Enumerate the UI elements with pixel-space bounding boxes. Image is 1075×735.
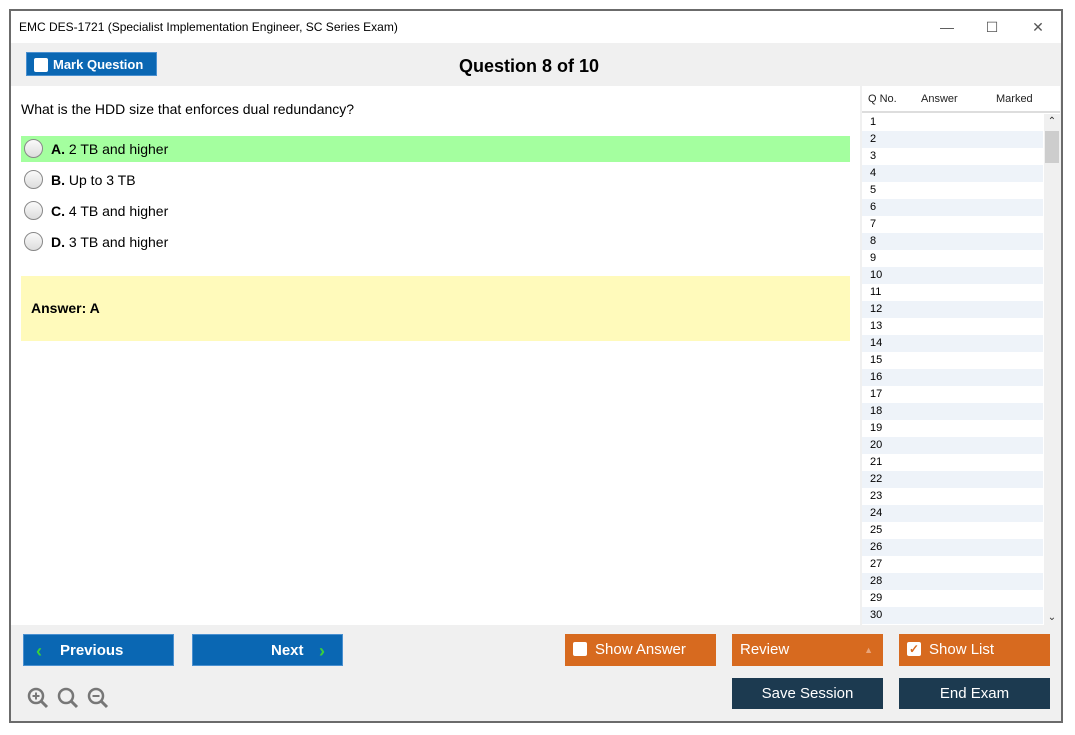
list-row[interactable]: 30 xyxy=(862,607,1043,624)
zoom-in-icon[interactable] xyxy=(26,686,50,710)
mark-question-button[interactable]: Mark Question xyxy=(26,52,157,76)
list-header: Q No. Answer Marked xyxy=(862,86,1060,113)
option-letter: C. xyxy=(51,203,65,219)
chevron-left-icon: ‹ xyxy=(36,641,42,661)
option-text: 4 TB and higher xyxy=(65,203,169,219)
list-row[interactable]: 14 xyxy=(862,335,1043,352)
list-row[interactable]: 8 xyxy=(862,233,1043,250)
answer-option[interactable]: D. 3 TB and higher xyxy=(21,229,850,255)
list-row[interactable]: 17 xyxy=(870,388,883,400)
save-session-button[interactable]: Save Session xyxy=(732,678,883,709)
close-button[interactable]: ✕ xyxy=(1032,19,1044,35)
caret-up-icon: ▲ xyxy=(864,645,873,655)
previous-label: Previous xyxy=(60,642,124,659)
scrollbar[interactable]: ⌃ ⌄ xyxy=(1044,114,1060,625)
list-row[interactable]: 13 xyxy=(870,320,883,332)
option-letter: D. xyxy=(51,234,65,250)
show-answer-button[interactable]: Show Answer xyxy=(565,634,716,666)
end-exam-button[interactable]: End Exam xyxy=(899,678,1050,709)
option-letter: B. xyxy=(51,172,65,188)
option-text: 3 TB and higher xyxy=(65,234,169,250)
header-marked[interactable]: Marked xyxy=(996,93,1033,105)
zoom-out-icon[interactable] xyxy=(86,686,110,710)
list-row[interactable]: 29 xyxy=(870,592,883,604)
list-row[interactable]: 3 xyxy=(870,150,877,162)
list-row[interactable]: 15 xyxy=(870,354,883,366)
radio-button[interactable] xyxy=(24,139,43,158)
radio-button[interactable] xyxy=(24,232,43,251)
list-row[interactable]: 10 xyxy=(862,267,1043,284)
list-row[interactable]: 26 xyxy=(862,539,1043,556)
list-row[interactable]: 23 xyxy=(870,490,883,502)
option-text: 2 TB and higher xyxy=(65,141,169,157)
list-row[interactable]: 22 xyxy=(862,471,1043,488)
answer-box: Answer: A xyxy=(21,276,850,341)
review-label: Review xyxy=(740,641,790,658)
list-row[interactable]: 5 xyxy=(870,184,877,196)
answer-option[interactable]: B. Up to 3 TB xyxy=(21,167,850,193)
minimize-button[interactable]: — xyxy=(940,19,954,35)
question-list-panel: Q No. Answer Marked 1 2 3 4 5 6 7 8 9 10 11 12 13 14 1… xyxy=(862,86,1060,625)
maximize-button[interactable]: ☐ xyxy=(985,19,999,35)
question-text: What is the HDD size that enforces dual … xyxy=(21,101,355,117)
list-row[interactable]: 21 xyxy=(870,456,883,468)
list-row[interactable]: 7 xyxy=(870,218,877,230)
next-button[interactable]: Next › xyxy=(192,634,343,666)
scroll-up-icon[interactable]: ⌃ xyxy=(1047,116,1057,127)
checkbox-checked-icon: ✓ xyxy=(907,642,921,656)
list-row[interactable]: 24 xyxy=(862,505,1043,522)
answer-option[interactable]: A. 2 TB and higher xyxy=(21,136,850,162)
previous-button[interactable]: ‹ Previous xyxy=(23,634,174,666)
checkbox-icon xyxy=(34,58,48,72)
show-answer-label: Show Answer xyxy=(595,641,686,658)
title-bar: EMC DES-1721 (Specialist Implementation … xyxy=(11,11,1061,43)
next-label: Next xyxy=(271,642,304,659)
list-row[interactable]: 9 xyxy=(870,252,877,264)
list-row[interactable]: 18 xyxy=(862,403,1043,420)
answer-option[interactable]: C. 4 TB and higher xyxy=(21,198,850,224)
scroll-down-icon[interactable]: ⌄ xyxy=(1047,612,1057,623)
checkbox-icon xyxy=(573,642,587,656)
list-row[interactable]: 19 xyxy=(870,422,883,434)
list-row[interactable]: 20 xyxy=(862,437,1043,454)
mark-question-label: Mark Question xyxy=(53,57,144,72)
show-list-label: Show List xyxy=(929,641,995,658)
scrollbar-thumb[interactable] xyxy=(1045,131,1059,163)
option-text: Up to 3 TB xyxy=(65,172,136,188)
header-answer[interactable]: Answer xyxy=(921,93,958,105)
review-dropdown[interactable]: Review ▲ xyxy=(732,634,883,666)
header-qno[interactable]: Q No. xyxy=(868,93,897,105)
list-row[interactable]: 12 xyxy=(862,301,1043,318)
list-row[interactable]: 11 xyxy=(870,286,882,298)
question-area: What is the HDD size that enforces dual … xyxy=(11,86,860,625)
question-title: Question 8 of 10 xyxy=(458,56,600,76)
list-row[interactable]: 1 xyxy=(870,116,877,128)
radio-button[interactable] xyxy=(24,170,43,189)
list-row[interactable]: 2 xyxy=(862,131,1043,148)
radio-button[interactable] xyxy=(24,201,43,220)
show-list-button[interactable]: ✓ Show List xyxy=(899,634,1050,666)
window-title: EMC DES-1721 (Specialist Implementation … xyxy=(19,20,398,34)
option-letter: A. xyxy=(51,141,65,157)
list-row[interactable]: 27 xyxy=(870,558,883,570)
list-row[interactable]: 4 xyxy=(862,165,1043,182)
list-row[interactable]: 28 xyxy=(862,573,1043,590)
list-row[interactable]: 6 xyxy=(862,199,1043,216)
zoom-reset-icon[interactable] xyxy=(56,686,80,710)
list-row[interactable]: 16 xyxy=(862,369,1043,386)
list-row[interactable]: 25 xyxy=(870,524,883,536)
chevron-right-icon: › xyxy=(319,641,325,661)
app-window: EMC DES-1721 (Specialist Implementation … xyxy=(9,9,1063,723)
